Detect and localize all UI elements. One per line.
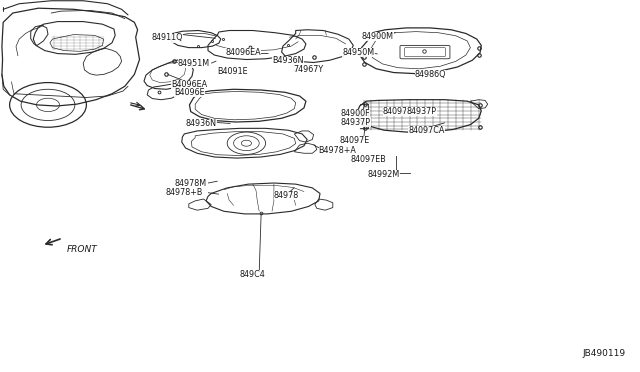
Text: 74967Y: 74967Y xyxy=(293,65,323,74)
Text: 84986Q: 84986Q xyxy=(415,70,446,79)
Text: 84097E: 84097E xyxy=(383,107,413,116)
Text: B4091E: B4091E xyxy=(218,67,248,76)
Text: 84936N: 84936N xyxy=(186,119,216,128)
Text: B4096EA: B4096EA xyxy=(172,80,207,89)
Text: 84900F: 84900F xyxy=(340,109,370,118)
Text: 84097CA: 84097CA xyxy=(408,126,445,135)
Text: B4096E: B4096E xyxy=(174,88,205,97)
Text: B4978+A: B4978+A xyxy=(319,146,356,155)
Text: 84978: 84978 xyxy=(274,191,299,200)
Text: 84097E: 84097E xyxy=(339,136,369,145)
Text: 84096EA: 84096EA xyxy=(225,48,261,57)
Text: 84911Q: 84911Q xyxy=(152,33,183,42)
Text: 84950M: 84950M xyxy=(342,48,374,57)
Text: 84992M: 84992M xyxy=(368,170,400,179)
Text: 84951M: 84951M xyxy=(178,59,210,68)
Text: 84900M: 84900M xyxy=(362,32,394,41)
Text: 84937P: 84937P xyxy=(406,107,436,116)
Text: B4936N: B4936N xyxy=(272,56,303,65)
Text: 84097EB: 84097EB xyxy=(351,155,387,164)
Text: 849C4: 849C4 xyxy=(239,270,265,279)
Text: FRONT: FRONT xyxy=(67,246,98,254)
Text: 84978+B: 84978+B xyxy=(165,188,202,197)
Text: JB490119: JB490119 xyxy=(583,349,626,358)
Text: 84978M: 84978M xyxy=(174,179,206,187)
Text: 84937P: 84937P xyxy=(340,118,371,126)
